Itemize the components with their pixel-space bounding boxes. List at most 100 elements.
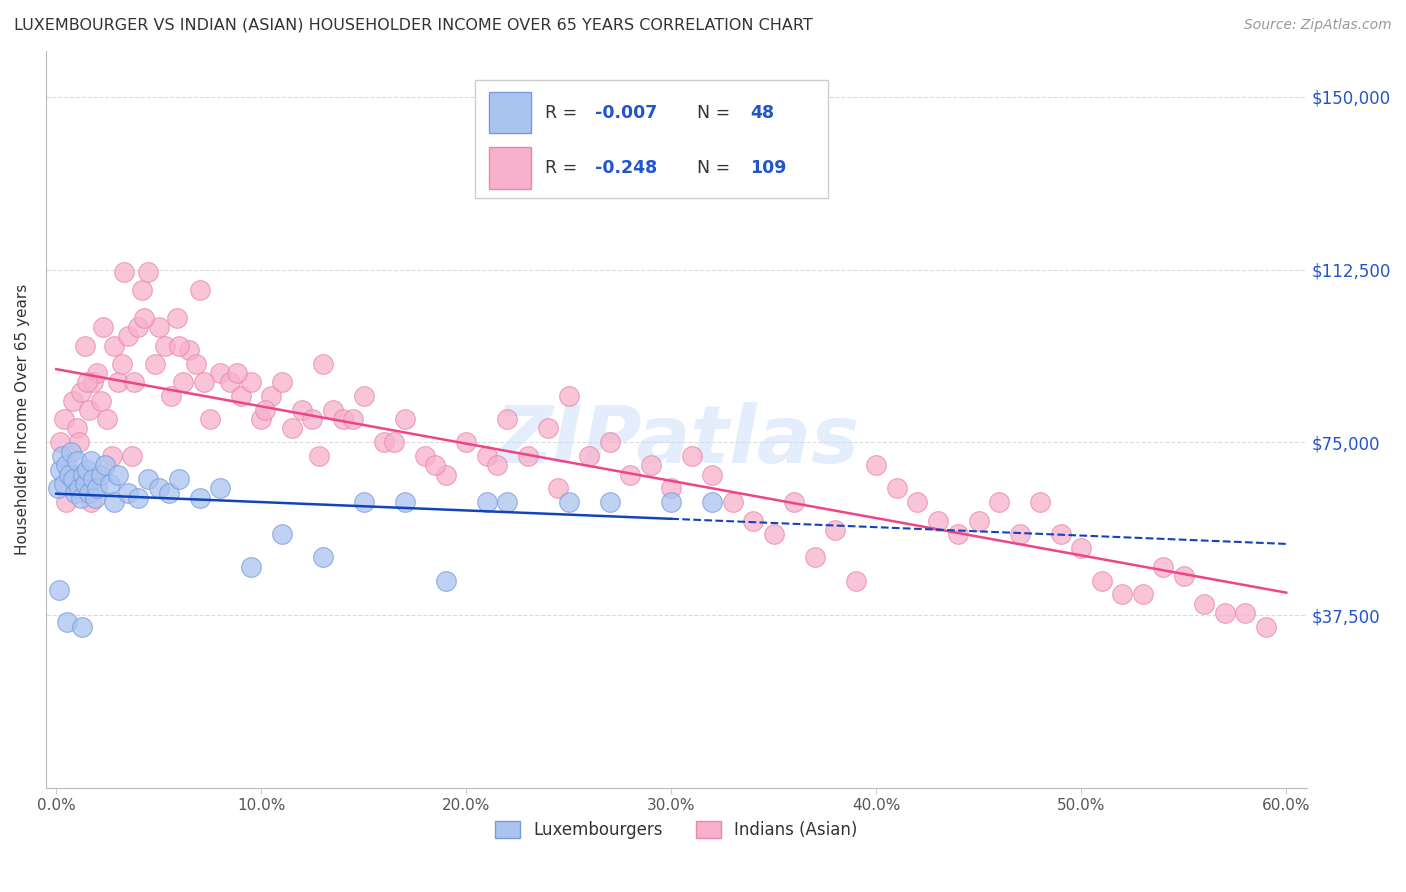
Point (90, 393, 112, 408)
Point (89, 467, 111, 482)
Point (138, 472, 160, 486)
Point (434, 574, 457, 588)
Point (640, 458, 662, 473)
Point (250, 412, 273, 426)
Point (599, 435, 621, 450)
Point (475, 495, 498, 509)
Point (76, 463, 98, 477)
Point (131, 283, 153, 297)
Point (219, 376, 242, 390)
Point (537, 421, 560, 435)
Point (53, 476, 76, 491)
Text: Source: ZipAtlas.com: Source: ZipAtlas.com (1244, 18, 1392, 32)
Point (166, 310, 188, 325)
Point (762, 527, 785, 541)
Point (80, 454, 103, 468)
Point (1049, 527, 1071, 541)
Point (66, 421, 89, 435)
Point (342, 412, 364, 426)
Y-axis label: Householder Income Over 65 years: Householder Income Over 65 years (15, 284, 30, 555)
Point (77, 486, 100, 500)
Point (100, 449, 122, 463)
Point (301, 412, 323, 426)
Point (49, 463, 72, 477)
Point (77, 403, 100, 417)
Point (1091, 574, 1114, 588)
Point (51, 449, 73, 463)
Point (1152, 559, 1174, 574)
Point (107, 376, 129, 390)
Point (240, 376, 263, 390)
Point (578, 449, 600, 463)
Point (209, 481, 232, 495)
Point (69, 384, 91, 399)
Point (73, 476, 96, 491)
Point (270, 527, 292, 541)
Point (659, 495, 682, 509)
Point (496, 495, 519, 509)
Point (659, 481, 682, 495)
Point (148, 320, 170, 334)
Point (865, 458, 887, 473)
Point (157, 486, 180, 500)
Point (702, 467, 724, 482)
Point (394, 495, 416, 509)
Point (62, 472, 84, 486)
Point (127, 320, 149, 334)
Point (63, 486, 86, 500)
Point (122, 376, 145, 390)
Point (138, 265, 160, 279)
Point (434, 467, 457, 482)
Text: ZIPatlas: ZIPatlas (494, 402, 859, 481)
Point (96, 412, 118, 426)
Point (332, 412, 354, 426)
Point (886, 481, 908, 495)
Point (107, 467, 129, 482)
Point (1194, 597, 1216, 611)
Point (496, 412, 519, 426)
Text: LUXEMBOURGER VS INDIAN (ASIAN) HOUSEHOLDER INCOME OVER 65 YEARS CORRELATION CHAR: LUXEMBOURGER VS INDIAN (ASIAN) HOUSEHOLD… (14, 18, 813, 33)
Point (291, 403, 314, 417)
Point (82, 472, 104, 486)
Point (260, 389, 283, 403)
Point (46, 481, 69, 495)
Point (48, 582, 70, 597)
Point (312, 550, 335, 565)
Point (702, 495, 724, 509)
Point (148, 481, 170, 495)
Point (198, 412, 221, 426)
Point (55, 458, 77, 473)
Point (84, 491, 107, 505)
Point (94, 458, 117, 473)
Point (167, 338, 190, 352)
Point (112, 265, 135, 279)
Point (353, 389, 375, 403)
Point (58, 467, 80, 482)
Point (240, 559, 263, 574)
Point (270, 376, 292, 390)
Point (188, 491, 211, 505)
Point (62, 393, 84, 408)
Point (70, 619, 93, 633)
Point (803, 550, 825, 565)
Point (599, 495, 621, 509)
Point (90, 467, 112, 482)
Point (82, 376, 104, 390)
Point (67, 481, 90, 495)
Point (1111, 587, 1133, 601)
Point (73, 338, 96, 352)
Point (143, 357, 166, 371)
Point (312, 357, 335, 371)
Point (66, 454, 89, 468)
Point (127, 491, 149, 505)
Point (172, 376, 194, 390)
Point (254, 403, 277, 417)
Point (59, 444, 82, 458)
Point (98, 476, 121, 491)
Point (69, 491, 91, 505)
Point (63, 467, 86, 482)
Point (53, 412, 76, 426)
Point (547, 481, 569, 495)
Point (117, 486, 139, 500)
Point (49, 435, 72, 450)
